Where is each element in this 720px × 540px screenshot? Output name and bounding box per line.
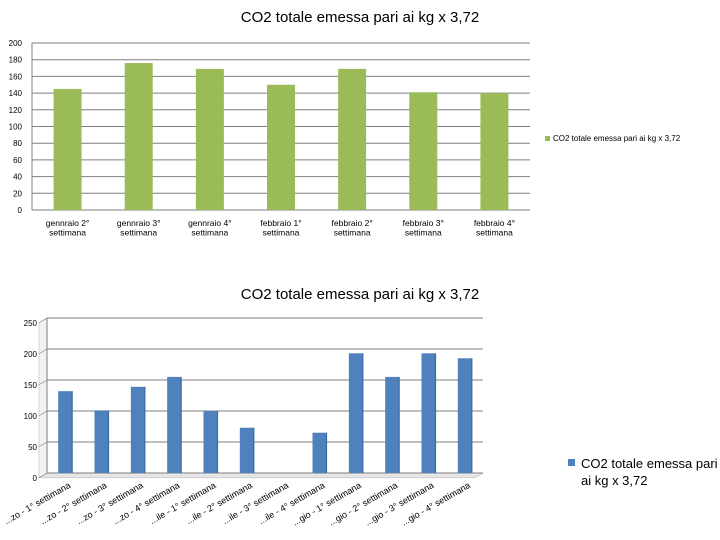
chart-legend: CO2 totale emessa pari ai kg x 3,72 [568, 455, 718, 489]
gridline-depth [38, 379, 48, 386]
y-tick-label: 60 [13, 156, 22, 165]
gridline-depth [38, 410, 48, 417]
gridline-depth [38, 317, 48, 324]
floor [37, 472, 485, 479]
bar [480, 93, 509, 210]
chart-plot: 0 20 40 60 80 100 120 140 160 180 200 gennraio 2° se… [9, 39, 530, 238]
bar [312, 432, 327, 473]
legend-swatch [545, 136, 550, 141]
chart-title: CO2 totale emessa pari ai kg x 3,72 [240, 286, 480, 303]
bar [58, 391, 73, 473]
y-tick-label: 20 [13, 189, 22, 198]
y-tick-label: 50 [28, 443, 37, 452]
y-tick-label: 200 [9, 39, 23, 48]
gridline-depth [38, 348, 48, 355]
bar [385, 376, 400, 473]
bar [130, 386, 145, 473]
bar [267, 84, 295, 210]
bar [421, 353, 436, 473]
x-tick-label: febbraio 4° settimana [474, 218, 515, 238]
legend-swatch [568, 459, 575, 466]
gridline-depth [38, 441, 48, 448]
y-tick-label: 180 [9, 56, 23, 65]
bar [203, 411, 218, 473]
bar [338, 68, 367, 210]
gridline-depth [38, 472, 48, 479]
bar [124, 63, 153, 210]
chart-top: CO2 totale emessa pari ai kg x 3,72 0 20 4… [9, 9, 681, 238]
x-tick-label: gennraio 4° settimana [188, 218, 232, 238]
x-tick-label: gennraio 2° settimana [46, 218, 90, 238]
bar [195, 68, 224, 210]
y-tick-label: 160 [9, 72, 23, 81]
bar [239, 427, 254, 473]
y-tick-label: 80 [13, 139, 22, 148]
chart-title: CO2 totale emessa pari ai kg x 3,72 [240, 9, 480, 26]
x-tick-label: gennraio 3° settimana [117, 218, 161, 238]
y-tick-label: 150 [24, 381, 38, 390]
y-tick-label: 100 [9, 123, 23, 132]
y-tick-label: 0 [33, 474, 38, 483]
x-tick-label: febbraio 1° settimana [260, 218, 301, 238]
x-tick-label: ...gio - 4° settimana [400, 480, 472, 527]
y-tick-label: 120 [9, 106, 23, 115]
bar [409, 92, 438, 210]
y-tick-label: 0 [18, 206, 23, 215]
bar [348, 353, 363, 473]
x-tick-label: febbraio 3° settimana [403, 218, 444, 238]
bar [53, 88, 82, 210]
bar [94, 410, 109, 473]
bar [457, 358, 472, 473]
y-tick-label: 140 [9, 89, 23, 98]
bar [167, 376, 182, 473]
y-tick-label: 200 [24, 350, 38, 359]
y-tick-label: 250 [24, 319, 38, 328]
legend-label: CO2 totale emessa pari ai kg x 3,72 [553, 134, 681, 143]
side-wall [38, 317, 48, 479]
x-tick-label: febbraio 2° settimana [332, 218, 373, 238]
y-tick-label: 100 [24, 412, 38, 421]
chart-bottom: CO2 totale emessa pari ai kg x 3,72 0 50 1… [0, 280, 720, 540]
y-tick-label: 40 [13, 173, 22, 182]
legend-label: CO2 totale emessa pari ai kg x 3,72 [581, 456, 718, 488]
chart-legend: CO2 totale emessa pari ai kg x 3,72 [545, 134, 680, 143]
